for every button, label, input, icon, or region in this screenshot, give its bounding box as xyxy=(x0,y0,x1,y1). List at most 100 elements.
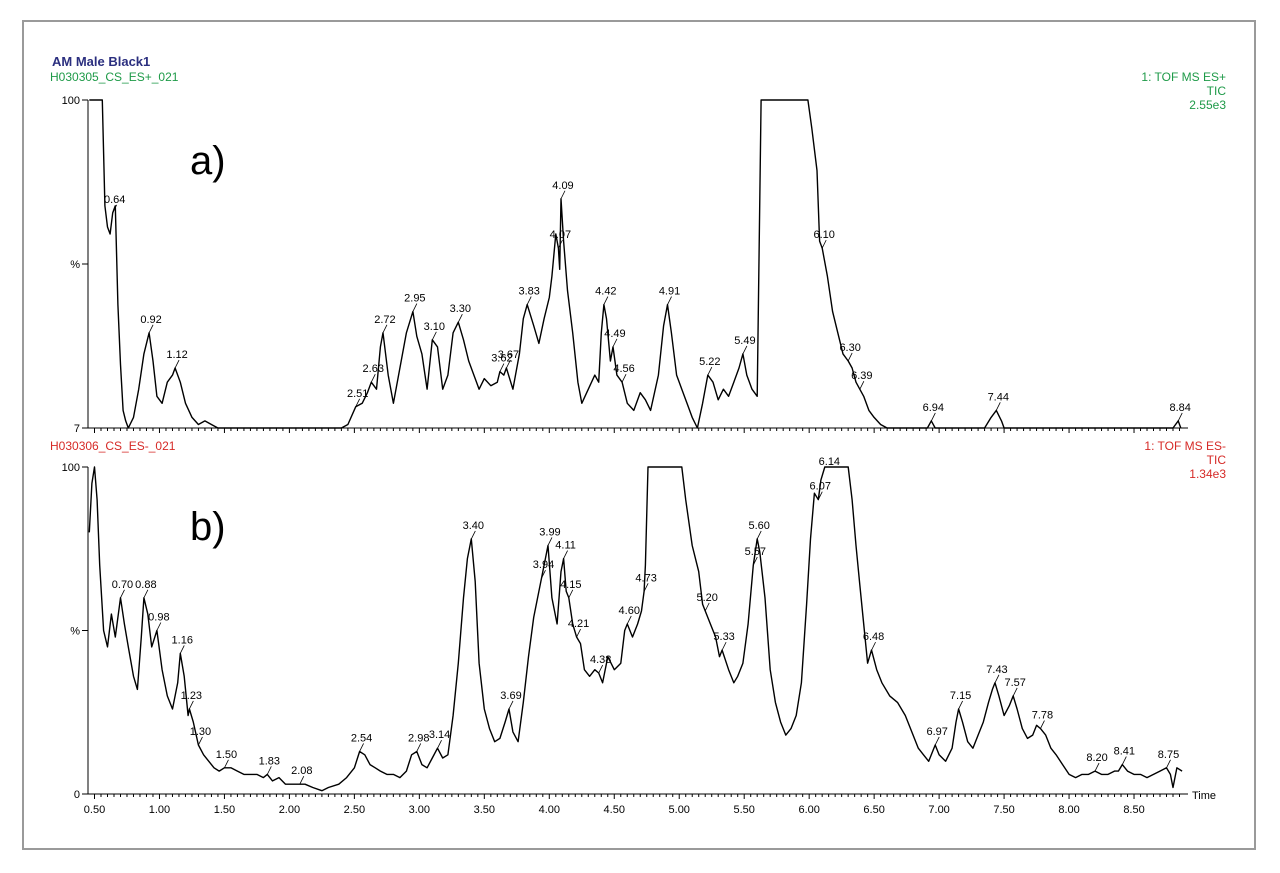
peak-label: 2.98 xyxy=(408,732,429,744)
scan-info-line: 1.34e3 xyxy=(1189,467,1226,481)
peak-leader xyxy=(1166,759,1171,769)
peak-label: 4.91 xyxy=(659,286,680,298)
scan-info-line: 1: TOF MS ES+ xyxy=(1141,70,1226,84)
peak-label: 6.48 xyxy=(863,631,884,643)
peak-label: 6.14 xyxy=(819,456,840,468)
peak-label: 6.39 xyxy=(851,370,872,382)
peak-label: 5.33 xyxy=(713,631,734,643)
peak-leader xyxy=(412,303,418,312)
y-tick-label: 7 xyxy=(74,423,80,435)
peak-label: 7.78 xyxy=(1032,710,1053,722)
peak-label: 3.69 xyxy=(500,690,521,702)
x-tick-label: 7.00 xyxy=(928,804,949,816)
peak-label: 8.84 xyxy=(1169,402,1190,414)
peak-leader xyxy=(431,331,437,341)
peak-leader xyxy=(621,373,627,383)
peak-label: 7.57 xyxy=(1004,677,1025,689)
peak-leader xyxy=(143,589,149,598)
panel-b: H030306_CS_ES-_021 1: TOF MS ES-TIC1.34e3… xyxy=(50,439,1226,816)
peak-leader xyxy=(120,589,125,598)
scan-info-line: 1: TOF MS ES- xyxy=(1144,439,1226,453)
peak-leader xyxy=(934,736,940,746)
peak-leader xyxy=(560,190,566,199)
x-tick-label: 5.00 xyxy=(669,804,690,816)
file-label: H030305_CS_ES+_021 xyxy=(50,70,179,84)
peak-leader xyxy=(603,296,609,305)
peak-label: 1.16 xyxy=(172,634,193,646)
peak-label: 3.94 xyxy=(533,559,554,571)
peak-label: 4.60 xyxy=(619,605,640,617)
peak-leader xyxy=(756,530,762,540)
peak-leader xyxy=(598,664,604,674)
scan-info-line: 2.55e3 xyxy=(1189,98,1226,112)
peak-leader xyxy=(1177,412,1183,422)
peak-leader xyxy=(1121,756,1127,765)
peak-label: 4.73 xyxy=(635,572,656,584)
peak-leader xyxy=(563,550,568,559)
peak-label: 3.67 xyxy=(498,349,519,361)
peak-label: 0.64 xyxy=(104,194,125,206)
peak-label: 4.21 xyxy=(568,618,589,630)
x-tick-label: 8.00 xyxy=(1058,804,1079,816)
x-tick-label: 7.50 xyxy=(993,804,1014,816)
peak-leader xyxy=(707,366,713,376)
tic-trace xyxy=(89,99,1182,429)
peak-label: 6.97 xyxy=(927,726,948,738)
peak-label: 6.30 xyxy=(839,342,860,354)
x-tick-label: 4.50 xyxy=(604,804,625,816)
peak-label: 4.56 xyxy=(613,363,634,375)
peak-label: 0.98 xyxy=(148,612,169,624)
peak-leader xyxy=(355,398,361,408)
peak-leader xyxy=(721,641,727,651)
x-tick-label: 6.50 xyxy=(863,804,884,816)
chart-frame: AM Male Black1 H030305_CS_ES+_021 1: TOF … xyxy=(22,20,1256,850)
peak-leader xyxy=(704,602,710,612)
peak-leader xyxy=(382,324,388,333)
peak-label: 4.09 xyxy=(552,180,573,192)
peak-label: 4.11 xyxy=(555,540,576,552)
y-tick-label: % xyxy=(70,259,80,271)
peak-label: 7.43 xyxy=(986,664,1007,676)
peak-label: 2.63 xyxy=(363,363,384,375)
peak-leader xyxy=(1012,687,1018,697)
peak-label: 2.72 xyxy=(374,314,395,326)
peak-leader xyxy=(576,628,581,638)
peak-label: 5.60 xyxy=(748,520,769,532)
file-label: H030306_CS_ES-_021 xyxy=(50,439,176,453)
peak-leader xyxy=(847,352,853,362)
peak-leader xyxy=(188,700,194,710)
y-tick-label: 100 xyxy=(62,462,80,474)
scan-info-line: TIC xyxy=(1207,453,1227,467)
peak-leader xyxy=(179,645,185,654)
peak-label: 7.44 xyxy=(988,391,1009,403)
peak-label: 3.99 xyxy=(539,526,560,538)
chromatogram-figure: AM Male Black1 H030305_CS_ES+_021 1: TOF … xyxy=(50,54,1226,816)
peak-leader xyxy=(568,589,574,598)
peak-label: 0.88 xyxy=(135,579,156,591)
x-tick-label: 3.00 xyxy=(409,804,430,816)
peak-label: 2.08 xyxy=(291,765,312,777)
peak-label: 1.12 xyxy=(166,349,187,361)
peak-label: 2.54 xyxy=(351,732,372,744)
peak-label: 6.10 xyxy=(813,229,834,241)
peak-leader xyxy=(859,381,865,390)
peak-label: 0.70 xyxy=(112,579,133,591)
peak-leader xyxy=(817,491,823,500)
x-tick-label: 8.50 xyxy=(1123,804,1144,816)
peak-label: 6.07 xyxy=(810,481,831,493)
peak-leader xyxy=(299,776,305,785)
peak-label: 5.22 xyxy=(699,356,720,368)
peak-leader xyxy=(148,324,154,333)
peak-leader xyxy=(174,359,180,369)
peak-label: 3.30 xyxy=(450,303,471,315)
peak-label: 6.94 xyxy=(923,402,944,414)
peak-leader xyxy=(526,296,532,305)
y-tick-label: % xyxy=(70,626,80,638)
peak-label: 4.49 xyxy=(604,328,625,340)
peak-label: 5.20 xyxy=(697,592,718,604)
peak-leader xyxy=(437,740,442,749)
x-tick-label: 3.50 xyxy=(474,804,495,816)
peak-leader xyxy=(508,700,514,710)
peak-label: 3.83 xyxy=(518,286,539,298)
peak-label: 1.83 xyxy=(259,755,280,767)
